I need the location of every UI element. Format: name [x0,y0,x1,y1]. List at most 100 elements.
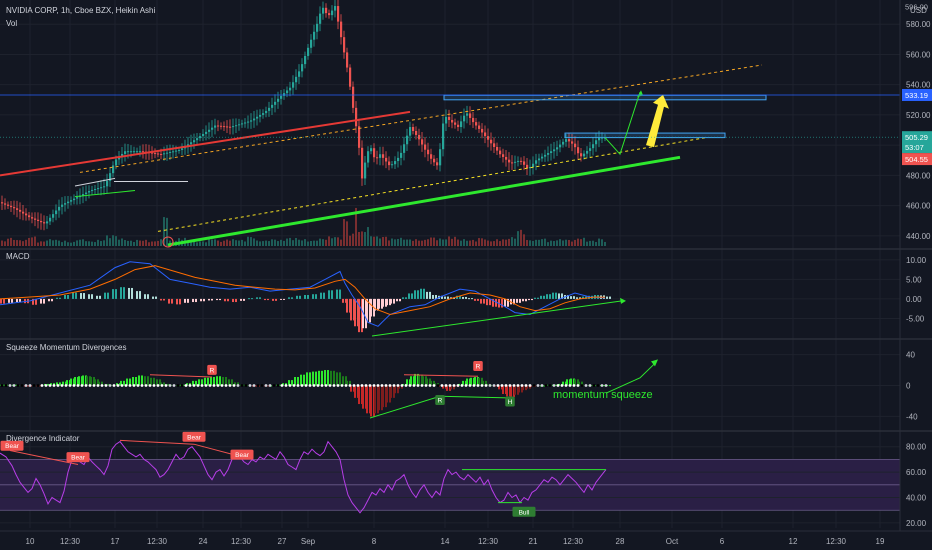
volume-bar [94,242,96,246]
squeeze-momentum-bar [234,382,236,386]
price-tag[interactable] [902,88,932,101]
squeeze-dot [160,384,164,387]
squeeze-dot [288,384,292,387]
macd-histogram-bar [88,294,90,299]
candle-body [364,162,367,179]
macd-histogram-bar [187,298,189,303]
squeeze-dot [12,384,16,387]
volume-bar [313,240,315,246]
candle-body [331,10,334,16]
volume-bar [538,239,540,246]
macd-histogram-bar [489,298,491,306]
squeeze-dot [124,384,128,387]
rsi-badge [182,431,206,442]
candle-body [598,137,601,141]
volume-bar [199,241,201,246]
squeeze-dot [144,384,148,387]
volume-bar [70,242,72,246]
macd-histogram-bar [43,298,45,304]
volume-bar [457,239,459,246]
volume-bar [43,241,45,246]
candle-body [334,6,337,11]
currency-label[interactable]: USD [910,6,927,15]
candle-body [223,126,226,128]
volume-bar [115,236,117,246]
price-pane[interactable]: 580.00560.00540.00520.00500.00480.00460.… [0,0,932,528]
squeeze-momentum-bar [578,381,580,386]
macd-histogram-bar [83,293,85,299]
macd-pane[interactable]: 10.00 5.00 0.00 -5.00 [0,256,927,337]
squeeze-dot [504,384,508,387]
price-tag[interactable] [902,153,932,166]
macd-histogram-bar [288,297,290,299]
macd-histogram-bar [240,298,242,301]
volume-bar [1,240,3,246]
candle-body [4,203,7,205]
squeeze-momentum-bar [336,372,338,386]
squeeze-dot [520,384,524,387]
volume-bar [7,238,9,246]
squeeze-dot [376,384,380,387]
candle-body [121,153,124,157]
resistance-box[interactable] [443,94,767,101]
volume-bar [136,239,138,246]
candle-body [580,153,583,157]
macd-histogram-bar [504,298,506,307]
candle-body [445,116,448,124]
squeeze-dot [444,384,448,387]
candle-body [535,160,538,164]
squeeze-dot [352,384,356,387]
squeeze-dot [176,384,180,387]
volume-bar [157,240,159,246]
squeeze-momentum-bar [303,374,305,386]
event-marker[interactable] [162,236,174,248]
volume-bar [445,239,447,246]
volume-bar [481,238,483,246]
squeeze-momentum-bar [609,385,611,387]
volume-bar [526,239,528,246]
macd-histogram-bar [184,298,186,303]
squeeze-dot [88,384,92,387]
volume-bar [145,239,147,246]
squeeze-dot [316,384,320,387]
price-tag[interactable] [902,0,932,13]
squeeze-momentum-bar [354,385,356,398]
volume-bar [592,240,594,246]
squeeze-momentum-bar [591,385,593,387]
squeeze-dot [292,384,296,387]
range-box[interactable] [564,132,726,139]
time-tick-label: 12:30 [60,537,81,546]
price-tag[interactable] [902,140,932,153]
candle-body [100,187,103,189]
rsi-pane[interactable]: 80.00 60.00 40.00 20.00 Bear Bear Bear Bear Bull [0,431,927,528]
volume-bar [415,239,417,246]
macd-histogram-bar [16,298,18,303]
macd-histogram-bar [561,293,563,299]
squeeze-momentum-bar [566,379,568,386]
support-trendline [167,155,681,247]
candle-body [46,221,49,224]
squeeze-dot [180,384,184,387]
macd-histogram-bar [232,298,234,303]
macd-histogram-bar [160,298,162,301]
time-tick-label: 17 [111,537,120,546]
candle-body [295,76,298,83]
macd-histogram-bar [534,297,536,299]
macd-histogram-bar [465,296,467,299]
time-tick-label: 19 [876,537,885,546]
squeeze-dot [384,384,388,387]
price-tag[interactable] [902,131,932,144]
macd-histogram-bar [582,296,584,299]
squeeze-momentum-bar [237,382,239,386]
squeeze-dot [392,384,396,387]
candle-body [298,71,301,77]
macd-histogram-bar [435,295,437,299]
macd-histogram-bar [243,298,245,301]
squeeze-momentum-bar [574,379,576,386]
squeeze-momentum-bar [255,385,257,387]
squeeze-momentum-bar [213,377,215,386]
macd-histogram-bar [423,288,425,299]
